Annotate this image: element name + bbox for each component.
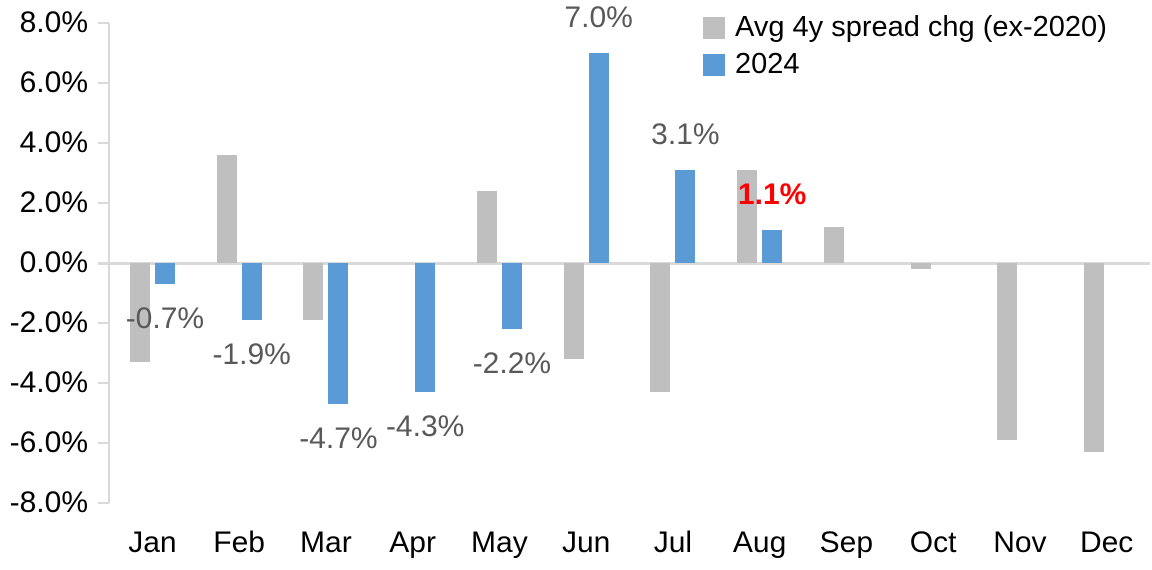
data-label-apr: -4.3% (385, 410, 465, 443)
y-axis-tick-label: -2.0% (9, 306, 88, 339)
y-axis-tick (98, 202, 109, 204)
data-label-mar: -4.7% (299, 422, 378, 455)
y-axis-tick (98, 82, 109, 84)
data-label-jan: -0.7% (125, 302, 205, 335)
legend-swatch-2024 (703, 53, 725, 76)
y-axis-tick-label: 0.0% (19, 246, 88, 279)
y-axis-tick-label: -4.0% (9, 366, 88, 399)
bar-2024-may (501, 263, 522, 329)
x-axis-label-sep: Sep (819, 526, 874, 559)
bar-2024-apr (415, 263, 436, 392)
y-axis-tick-label: -6.0% (9, 426, 88, 459)
legend-label-2024: 2024 (735, 48, 800, 80)
bar-avg4y-feb (216, 155, 237, 263)
x-axis-label-dec: Dec (1079, 526, 1134, 559)
bar-avg4y-nov (997, 263, 1018, 440)
bar-avg4y-sep (823, 227, 844, 263)
x-axis-label-apr: Apr (389, 526, 436, 559)
x-axis-label-oct: Oct (909, 526, 957, 559)
bar-2024-jan (154, 263, 175, 284)
bar-2024-feb (241, 263, 262, 320)
bar-avg4y-dec (1084, 263, 1105, 452)
x-axis-label-jan: Jan (128, 526, 177, 559)
y-axis-tick-label: 2.0% (19, 186, 88, 219)
legend-swatch-avg-4y (703, 16, 725, 39)
x-axis-label-mar: Mar (300, 526, 352, 559)
x-axis-label-feb: Feb (213, 526, 265, 559)
bar-2024-jul (675, 170, 696, 263)
legend-item-avg-4y: Avg 4y spread chg (ex-2020) (703, 12, 1107, 43)
y-axis-tick-label: 8.0% (19, 6, 88, 39)
zero-axis-line (98, 262, 1150, 265)
bar-avg4y-jul (650, 263, 671, 392)
x-axis-label-jul: Jul (653, 526, 693, 559)
bar-avg4y-aug (737, 170, 758, 263)
data-label-aug: 1.1% (737, 178, 807, 211)
bar-avg4y-mar (303, 263, 324, 320)
bar-2024-jun (588, 53, 609, 263)
bar-avg4y-jan (129, 263, 150, 362)
bar-2024-aug (762, 230, 783, 263)
bar-avg4y-may (476, 191, 497, 263)
data-label-may: -2.2% (472, 347, 552, 380)
y-axis-tick-label: 6.0% (19, 66, 88, 99)
y-axis-tick (98, 502, 109, 504)
legend-item-2024: 2024 (703, 49, 1107, 80)
legend-label-avg-4y: Avg 4y spread chg (ex-2020) (735, 11, 1107, 43)
y-axis-tick (98, 442, 109, 444)
x-axis-label-jun: Jun (561, 526, 611, 559)
bar-avg4y-oct (910, 263, 931, 269)
x-axis-label-nov: Nov (993, 526, 1047, 559)
x-axis-label-may: May (471, 526, 528, 559)
legend: Avg 4y spread chg (ex-2020) 2024 (703, 12, 1107, 86)
y-axis-tick (98, 22, 109, 24)
data-label-jun: 7.0% (564, 1, 633, 34)
data-label-jul: 3.1% (651, 118, 720, 151)
y-axis-tick-label: 4.0% (19, 126, 88, 159)
data-label-feb: -1.9% (212, 338, 291, 371)
y-axis-tick (98, 322, 109, 324)
y-axis-tick-label: -8.0% (9, 486, 88, 519)
y-axis-tick (98, 382, 109, 384)
y-axis-tick (98, 262, 109, 264)
bar-2024-mar (328, 263, 349, 404)
bar-avg4y-jun (563, 263, 584, 359)
y-axis-tick (98, 142, 109, 144)
x-axis-label-aug: Aug (732, 526, 787, 559)
